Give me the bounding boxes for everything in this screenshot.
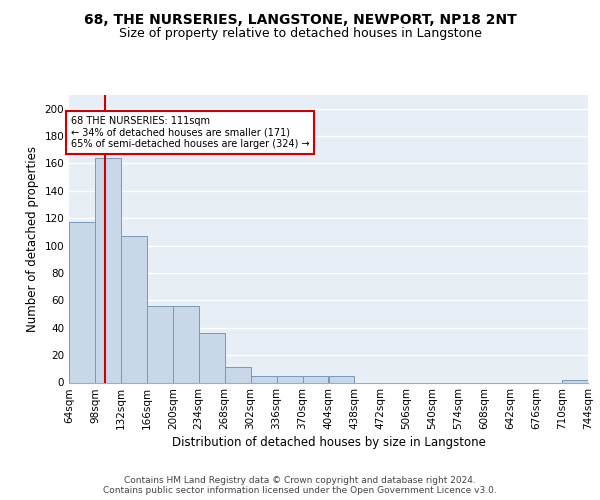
Bar (277, 376, 302, 382)
Bar (199, 333, 224, 382)
Bar (329, 376, 355, 382)
Text: Size of property relative to detached houses in Langstone: Size of property relative to detached ho… (119, 28, 481, 40)
Bar (121, 236, 147, 382)
Y-axis label: Number of detached properties: Number of detached properties (26, 146, 39, 332)
Bar (173, 306, 199, 382)
Text: Contains HM Land Registry data © Crown copyright and database right 2024.
Contai: Contains HM Land Registry data © Crown c… (103, 476, 497, 495)
Bar (251, 376, 277, 382)
Bar (147, 306, 173, 382)
X-axis label: Distribution of detached houses by size in Langstone: Distribution of detached houses by size … (172, 436, 485, 450)
Bar (69, 222, 95, 382)
Text: 68, THE NURSERIES, LANGSTONE, NEWPORT, NP18 2NT: 68, THE NURSERIES, LANGSTONE, NEWPORT, N… (83, 12, 517, 26)
Bar (562, 380, 588, 382)
Bar (302, 376, 329, 382)
Text: 68 THE NURSERIES: 111sqm
← 34% of detached houses are smaller (171)
65% of semi-: 68 THE NURSERIES: 111sqm ← 34% of detach… (71, 116, 309, 148)
Bar (224, 368, 251, 382)
Bar (95, 158, 121, 382)
